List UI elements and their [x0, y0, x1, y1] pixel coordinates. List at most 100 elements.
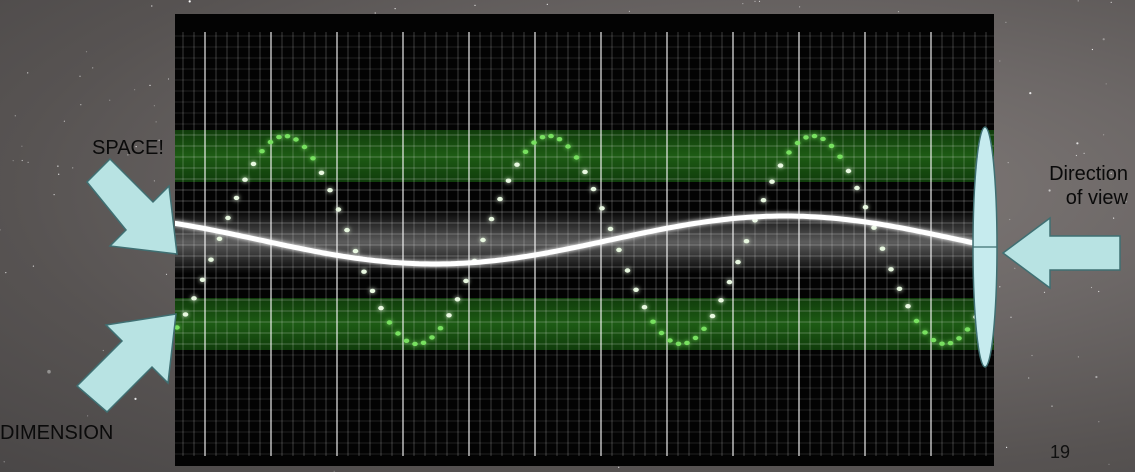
- star: [1009, 218, 1011, 221]
- wave-dot: [208, 257, 214, 262]
- star: [1124, 200, 1127, 203]
- star: [1098, 290, 1100, 293]
- star: [474, 4, 476, 6]
- direction-label-line1: Direction: [1049, 163, 1128, 185]
- wave-dot: [947, 340, 954, 346]
- wave-dot: [709, 313, 716, 319]
- wave-dot: [777, 163, 784, 168]
- green-band-top: [175, 130, 994, 182]
- star: [1108, 463, 1110, 465]
- star: [1095, 375, 1098, 379]
- oscilloscope-panel: [175, 14, 994, 466]
- wave-dot: [293, 137, 299, 142]
- star: [0, 229, 1, 231]
- star: [167, 78, 170, 80]
- wave-dot: [726, 279, 733, 285]
- wave-dot: [369, 288, 376, 294]
- star: [72, 167, 74, 169]
- wave-dot: [913, 318, 920, 324]
- star: [58, 173, 60, 175]
- star: [158, 139, 160, 141]
- wave-dot: [607, 226, 614, 232]
- wave-dot: [973, 314, 979, 320]
- wave-dot: [837, 154, 843, 159]
- wave-dot: [845, 168, 852, 174]
- star: [1031, 354, 1033, 357]
- star: [546, 3, 548, 5]
- wave-dot: [641, 305, 648, 310]
- star: [14, 115, 16, 117]
- star: [758, 0, 761, 2]
- star: [1103, 134, 1105, 136]
- wave-dot: [531, 140, 537, 145]
- wave-dot: [675, 341, 682, 346]
- star: [153, 105, 155, 107]
- wave-dot: [888, 267, 894, 272]
- star: [1102, 38, 1105, 41]
- wave-dot: [199, 277, 206, 282]
- star: [143, 342, 146, 345]
- white-sine-curve: [175, 213, 978, 267]
- wave-dot: [633, 287, 639, 292]
- wave-dot: [437, 326, 444, 331]
- grid-lines: [175, 32, 994, 456]
- wave-dot: [361, 269, 367, 274]
- star: [32, 265, 35, 267]
- star: [27, 161, 29, 163]
- wave-dot: [964, 327, 971, 332]
- star: [754, 0, 756, 2]
- wave-dot: [182, 312, 189, 317]
- dimension-label: DIMENSION: [0, 422, 114, 444]
- star: [5, 272, 7, 274]
- wave-dot: [327, 188, 333, 193]
- star: [999, 60, 1001, 62]
- star: [1051, 405, 1053, 407]
- wave-dot: [395, 331, 401, 336]
- star: [151, 5, 153, 7]
- star: [1028, 377, 1030, 379]
- star: [47, 369, 51, 374]
- star: [1088, 242, 1090, 244]
- star: [165, 273, 168, 275]
- wave-dot: [769, 179, 775, 184]
- wave-dot: [420, 340, 427, 345]
- star: [3, 461, 5, 463]
- star: [1075, 154, 1077, 157]
- star: [1076, 142, 1079, 145]
- wave-dot: [582, 169, 588, 175]
- wave-dot: [497, 196, 503, 202]
- star: [134, 397, 137, 400]
- wave-dot: [735, 259, 741, 265]
- wave-dot: [378, 305, 384, 311]
- star: [53, 194, 55, 196]
- star: [153, 180, 155, 182]
- star: [151, 341, 153, 343]
- wave-dot: [658, 330, 665, 336]
- wave-dot: [743, 239, 750, 244]
- wave-dot: [820, 136, 826, 142]
- star: [102, 349, 104, 352]
- wave-dot: [505, 178, 512, 183]
- star: [1014, 267, 1016, 269]
- wave-dot: [786, 150, 792, 155]
- wave-dot: [616, 247, 622, 253]
- wave-dot: [446, 313, 452, 318]
- star: [87, 415, 89, 417]
- wave-dot: [242, 177, 248, 182]
- wave-dot: [828, 143, 835, 149]
- wave-dot: [403, 338, 410, 343]
- wave-dot: [896, 286, 903, 291]
- wave-dot: [573, 155, 580, 160]
- wave-dot: [930, 337, 937, 343]
- wave-dot: [556, 137, 563, 142]
- wave-dot: [284, 134, 291, 139]
- star: [149, 84, 151, 86]
- star: [897, 11, 900, 13]
- wave-dot: [352, 248, 359, 254]
- wave-dot: [684, 340, 690, 346]
- wave-dot: [522, 149, 529, 154]
- wave-dot: [488, 216, 495, 222]
- wave-dot: [905, 304, 911, 309]
- wave-dot: [565, 144, 571, 149]
- star: [1005, 21, 1007, 23]
